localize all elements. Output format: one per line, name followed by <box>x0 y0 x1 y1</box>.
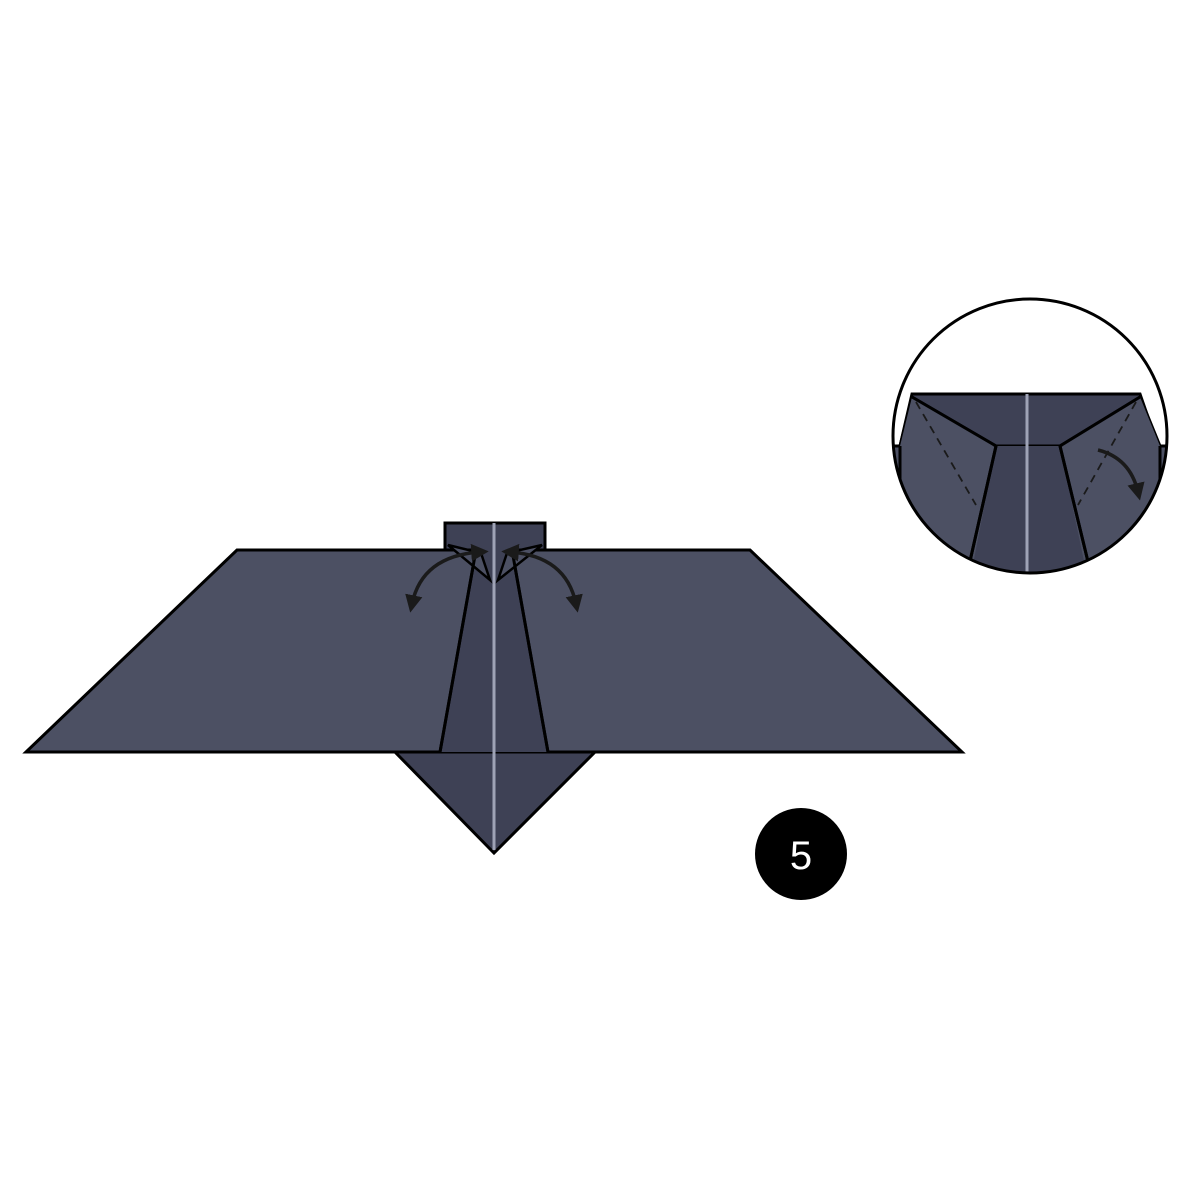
origami-bat-model <box>22 521 966 856</box>
curved-fold-arrow-icon <box>405 543 489 613</box>
curved-fold-arrow-icon <box>1097 448 1145 501</box>
step-badge: 5 <box>755 808 847 900</box>
curved-fold-arrow-icon <box>501 543 583 613</box>
magnifier-detail-circle <box>891 297 1169 575</box>
step-number: 5 <box>790 834 812 878</box>
right-wing <box>510 548 966 754</box>
left-wing <box>22 548 478 754</box>
fold-arrows <box>405 543 583 613</box>
